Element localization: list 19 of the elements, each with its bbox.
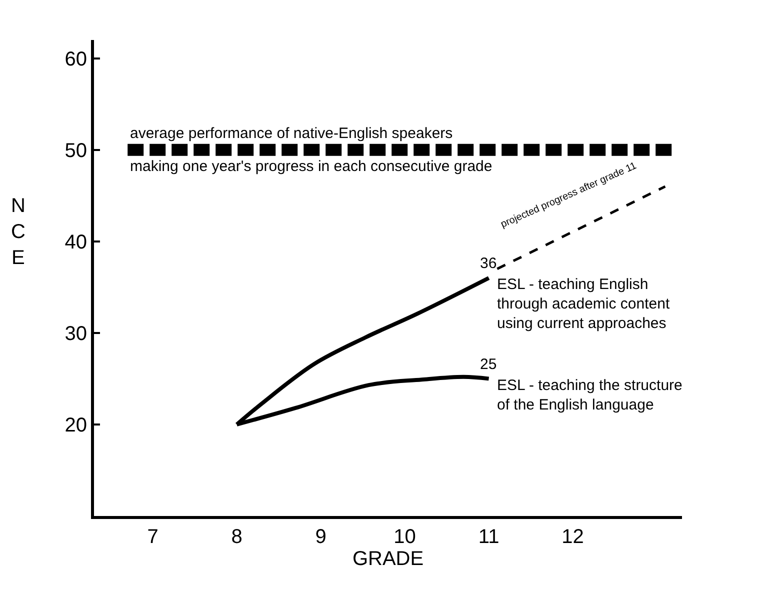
series-label: ESL - teaching the structure of the English language — [497, 377, 682, 414]
x-axis-title: GRADE — [352, 548, 424, 570]
y-tick-label: 30 — [64, 322, 87, 345]
x-tick-label: 8 — [231, 526, 242, 548]
x-tick-label: 7 — [147, 526, 158, 548]
annotation: 36 — [480, 255, 497, 272]
y-tick-label: 50 — [64, 140, 87, 162]
x-tick-label: 9 — [315, 526, 326, 548]
series-label: ESL - teaching English through academic content using current approaches — [497, 276, 670, 332]
y-tick-label: 40 — [64, 231, 87, 254]
x-tick-label: 11 — [478, 526, 500, 548]
annotation: making one year's progress in each consecutive grade — [130, 158, 492, 175]
x-tick-label: 12 — [562, 526, 584, 548]
y-axis-title: NCE — [11, 195, 26, 269]
y-tick-label: 20 — [64, 414, 87, 436]
y-tick-label: 60 — [64, 48, 87, 70]
x-tick-label: 10 — [394, 526, 416, 548]
annotation: 25 — [480, 356, 497, 373]
ref-line-label: average performance of native-English speakers — [130, 125, 453, 142]
